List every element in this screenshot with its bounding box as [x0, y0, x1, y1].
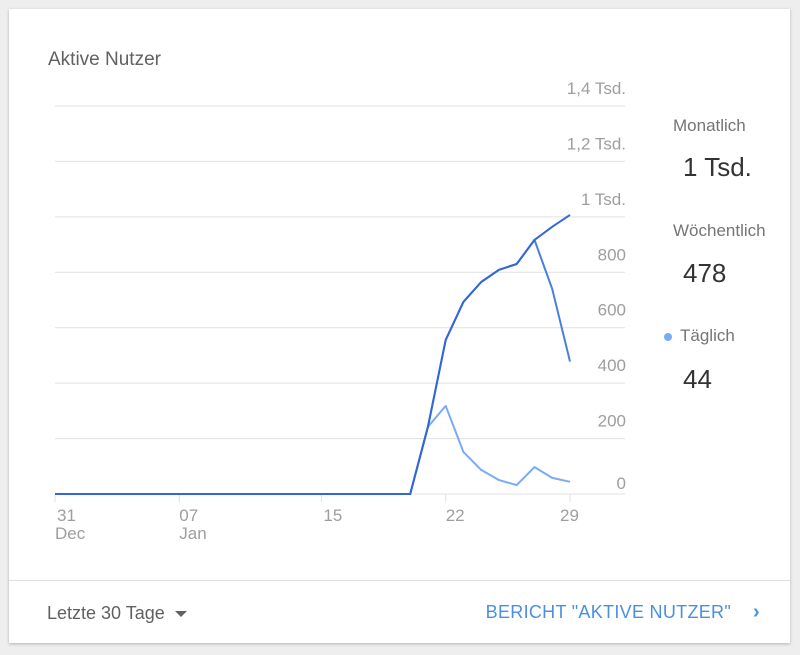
legend-daily-text: Täglich — [680, 326, 735, 345]
y-tick-label: 1,4 Tsd. — [567, 79, 626, 98]
x-tick-label: 31 — [57, 506, 76, 525]
x-tick-label: 29 — [560, 506, 579, 525]
y-tick-label: 800 — [598, 245, 626, 264]
report-link[interactable]: BERICHT "AKTIVE NUTZER" › — [486, 601, 760, 624]
series-line-täglich — [55, 404, 571, 495]
date-range-label: Letzte 30 Tage — [47, 603, 165, 623]
x-tick-label: 15 — [323, 506, 342, 525]
legend-weekly-value: 478 — [683, 258, 727, 288]
legend-dot-icon — [664, 332, 672, 341]
series-line-wöchentlich — [55, 238, 571, 495]
chevron-right-icon: › — [753, 601, 760, 623]
legend-monthly-label: Monatlich — [673, 116, 746, 135]
x-tick-month-label: Jan — [179, 524, 206, 543]
series-line-monatlich — [55, 214, 571, 495]
y-tick-label: 600 — [598, 301, 626, 320]
active-users-card: Aktive Nutzer 0 200 400 600 800 1 Tsd. 1,2 Tsd… — [9, 9, 790, 643]
date-range-dropdown[interactable]: Letzte 30 Tage — [47, 603, 187, 624]
report-link-label: BERICHT "AKTIVE NUTZER" — [485, 602, 732, 622]
legend-daily-value: 44 — [683, 364, 712, 394]
y-tick-label: 200 — [598, 412, 626, 431]
x-tick-label: 22 — [446, 506, 465, 525]
y-tick-label: 0 — [617, 474, 626, 493]
active-users-chart: 0 200 400 600 800 1 Tsd. 1,2 Tsd. 1,4 Tsd. 31Dec… — [54, 79, 626, 543]
legend-daily-label: Täglich — [664, 326, 735, 346]
y-tick-label: 1,2 Tsd. — [567, 134, 626, 153]
caret-down-icon — [174, 611, 187, 618]
legend-monthly-value: 1 Tsd. — [683, 152, 752, 182]
legend-weekly-label: Wöchentlich — [673, 221, 766, 240]
x-tick-label: 07 — [179, 506, 198, 525]
card-title: Aktive Nutzer — [48, 49, 161, 70]
card-footer: Letzte 30 Tage BERICHT "AKTIVE NUTZER" › — [9, 580, 790, 644]
y-tick-label: 1 Tsd. — [581, 190, 626, 209]
y-tick-label: 400 — [598, 356, 626, 375]
x-tick-month-label: Dec — [55, 524, 86, 543]
